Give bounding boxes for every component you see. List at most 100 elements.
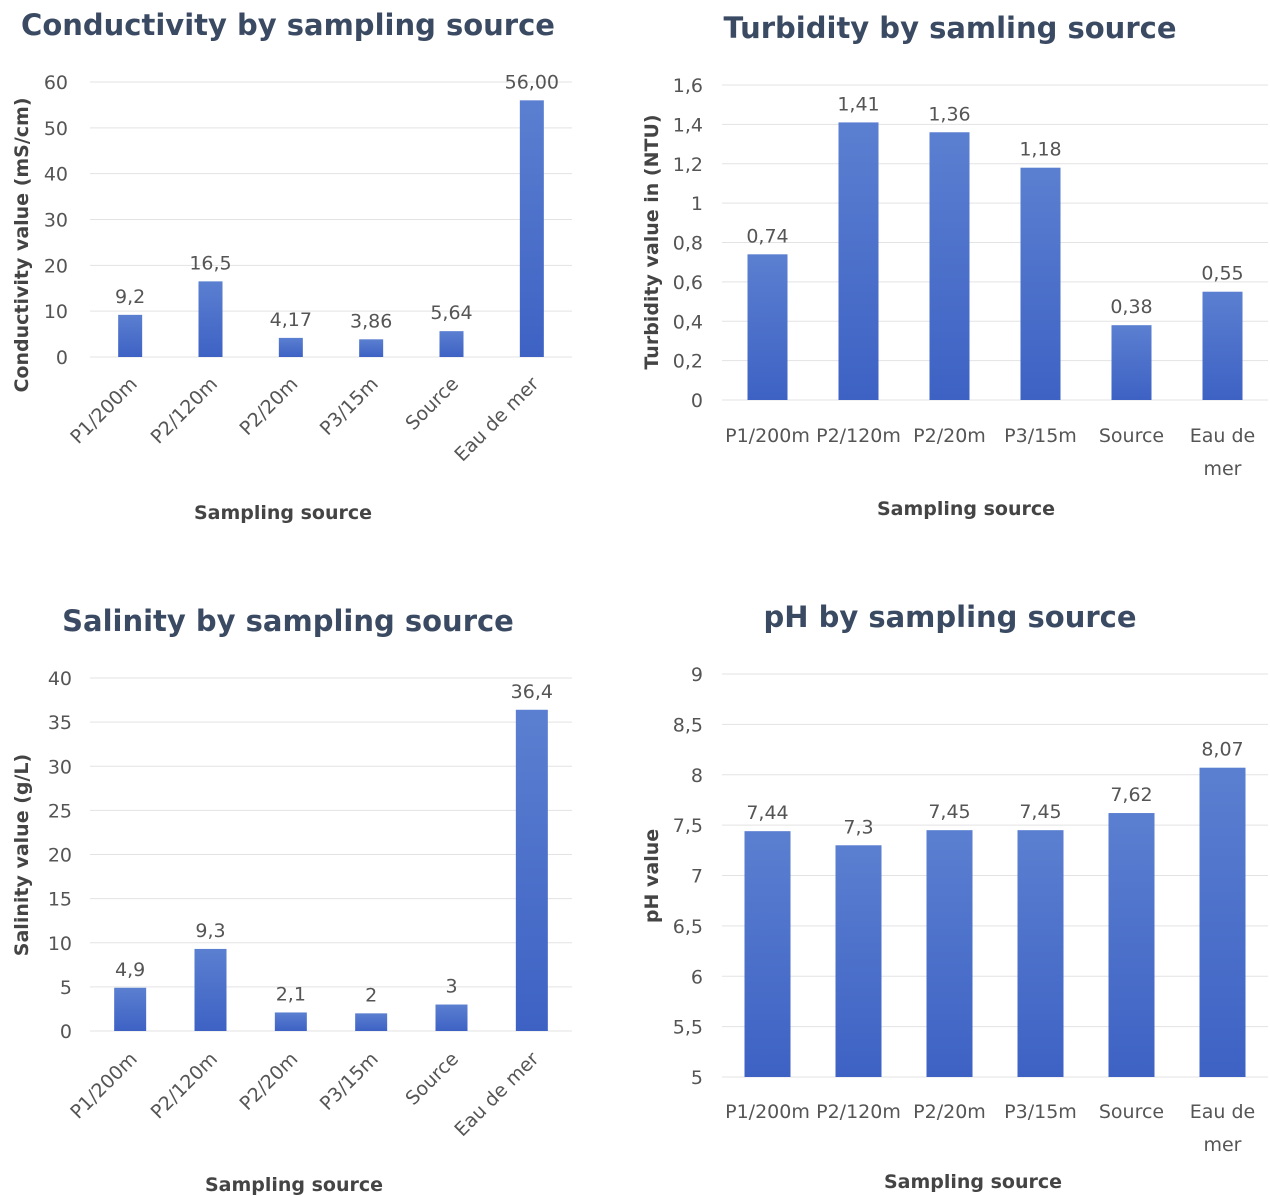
y-tick-label: 15 — [48, 889, 72, 911]
x-tick-label: P2/120m — [147, 373, 222, 448]
data-label: 7,45 — [1019, 801, 1061, 823]
x-tick-label: Source — [1099, 1101, 1164, 1123]
bar — [835, 845, 882, 1077]
y-tick-label: 25 — [48, 800, 72, 822]
salinity-chart: Salinity by sampling source 0 5 10 15 20 25 30… — [11, 604, 572, 1196]
y-tick-label: 6 — [691, 966, 703, 988]
y-tick-label: 40 — [48, 668, 72, 690]
bar — [278, 337, 303, 357]
data-label: 8,07 — [1201, 739, 1243, 761]
y-axis-title: pH value — [641, 829, 663, 923]
y-tick-label: 7 — [691, 866, 703, 888]
data-label: 2 — [365, 984, 377, 1006]
x-tick-label: Eau de mer — [450, 1048, 543, 1141]
x-axis-title: Sampling source — [194, 502, 372, 524]
y-tick-label: 7,5 — [673, 815, 703, 837]
x-tick-label: P2/120m — [816, 425, 901, 447]
bar — [1202, 291, 1243, 400]
data-label: 1,18 — [1019, 139, 1061, 161]
bar — [355, 1013, 388, 1031]
y-tick-label: 35 — [48, 712, 72, 734]
x-tick-label: P3/15m — [316, 1048, 383, 1115]
bar — [435, 1004, 468, 1031]
x-tick-label: P2/120m — [816, 1101, 901, 1123]
bar — [359, 339, 384, 357]
y-tick-label: 6,5 — [673, 916, 703, 938]
bar — [274, 1012, 307, 1031]
y-tick-label: 10 — [44, 301, 68, 323]
y-tick-label: 40 — [44, 164, 68, 186]
y-tick-label: 1 — [691, 193, 703, 215]
bar — [194, 948, 227, 1031]
bar — [929, 132, 970, 400]
chart-title: Salinity by sampling source — [62, 604, 514, 638]
y-tick-label: 8,5 — [673, 714, 703, 736]
bar — [747, 254, 788, 400]
data-label: 36,4 — [511, 681, 553, 703]
bar — [838, 122, 879, 400]
y-tick-label: 5 — [60, 977, 72, 999]
y-tick-label: 20 — [44, 255, 68, 277]
x-tick-label: Eau de mer — [450, 373, 543, 466]
y-tick-label: 0 — [60, 1021, 72, 1043]
bar — [198, 281, 223, 357]
conductivity-chart: Conductivity by sampling source 0 10 20 30 4… — [11, 8, 572, 524]
x-tick-label: P2/20m — [913, 425, 986, 447]
data-label: 7,44 — [746, 802, 788, 824]
data-label: 9,3 — [195, 920, 225, 942]
data-label: 3,86 — [350, 310, 392, 332]
bar — [515, 709, 548, 1031]
y-tick-label: 1,6 — [673, 75, 703, 97]
bar — [744, 831, 791, 1077]
x-tick-label: P2/20m — [235, 1048, 302, 1115]
data-label: 56,00 — [505, 71, 559, 93]
x-tick-label: P3/15m — [1004, 1101, 1077, 1123]
y-tick-label: 1,4 — [673, 114, 703, 136]
data-label: 7,45 — [928, 801, 970, 823]
x-tick-label: P2/20m — [235, 373, 302, 440]
data-label: 4,9 — [115, 959, 145, 981]
x-axis-title: Sampling source — [205, 1174, 383, 1196]
x-tick-label: P2/20m — [913, 1101, 986, 1123]
bar — [926, 830, 973, 1077]
bar — [118, 314, 143, 357]
data-label: 7,3 — [843, 816, 873, 838]
data-label: 4,17 — [270, 309, 312, 331]
y-axis-title: Conductivity value (mS/cm) — [11, 97, 33, 392]
bar — [1108, 813, 1155, 1077]
x-tick-label: Eau de — [1190, 425, 1255, 447]
data-label: 3 — [445, 976, 457, 998]
x-tick-label-line2: mer — [1203, 458, 1241, 480]
y-tick-label: 0,6 — [673, 272, 703, 294]
data-label: 7,62 — [1110, 784, 1152, 806]
bar — [519, 100, 544, 357]
x-tick-label: Source — [401, 373, 463, 435]
x-tick-label: Source — [401, 1048, 463, 1110]
y-tick-label: 1,2 — [673, 154, 703, 176]
y-tick-label: 0 — [691, 390, 703, 412]
y-tick-label: 5 — [691, 1067, 703, 1089]
y-tick-label: 9 — [691, 664, 703, 686]
data-label: 1,41 — [837, 93, 879, 115]
y-tick-label: 8 — [691, 765, 703, 787]
turbidity-chart: Turbidity by samling source 0 0,2 0,4 0,6 0,… — [641, 11, 1268, 520]
data-label: 0,74 — [746, 225, 788, 247]
y-tick-label: 20 — [48, 845, 72, 867]
data-label: 0,38 — [1110, 296, 1152, 318]
y-tick-label: 0 — [56, 347, 68, 369]
data-label: 2,1 — [276, 983, 306, 1005]
data-label: 9,2 — [115, 286, 145, 308]
x-tick-label: P1/200m — [725, 1101, 810, 1123]
x-tick-label: P3/15m — [316, 373, 383, 440]
y-axis-title: Salinity value (g/L) — [11, 754, 33, 956]
bar — [114, 987, 147, 1031]
plot-area: 5 5,5 6 6,5 7 7,5 8 8,5 9 7,44 P1/200m 7,3 P2/120m 7,… — [673, 664, 1268, 1156]
data-label: 16,5 — [189, 252, 231, 274]
x-tick-label: P3/15m — [1004, 425, 1077, 447]
x-tick-label: P2/120m — [147, 1048, 222, 1123]
y-axis-title: Turbidity value in (NTU) — [641, 114, 663, 369]
bar — [439, 331, 464, 357]
y-tick-label: 0,2 — [673, 351, 703, 373]
bar — [1020, 167, 1061, 400]
